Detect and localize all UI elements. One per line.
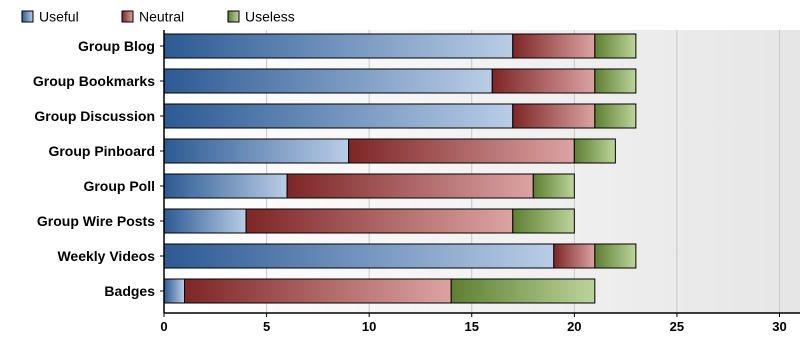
x-tick-label: 20 xyxy=(567,319,581,334)
x-tick-label: 25 xyxy=(670,319,684,334)
x-tick-label: 30 xyxy=(772,319,786,334)
legend-swatch-useful xyxy=(21,10,34,23)
bar-neutral-group-pinboard xyxy=(348,138,575,164)
bar-useless-badges xyxy=(450,278,596,304)
category-label: Weekly Videos xyxy=(57,248,155,264)
category-label: Group Wire Posts xyxy=(37,213,155,229)
bar-useful-group-poll xyxy=(163,173,288,199)
legend-label-useless: Useless xyxy=(245,9,295,25)
x-axis-tick-labels: 0 5 10 15 20 25 30 xyxy=(160,319,786,334)
bar-neutral-group-wire-posts xyxy=(245,208,514,234)
bar-neutral-group-blog xyxy=(512,33,596,59)
bar-useful-badges xyxy=(163,278,186,304)
bar-neutral-group-poll xyxy=(286,173,534,199)
category-labels: Group Blog Group Bookmarks Group Discussio… xyxy=(33,38,155,299)
bar-useless-group-bookmarks xyxy=(594,68,637,94)
category-label: Badges xyxy=(104,283,155,299)
x-tick-label: 5 xyxy=(263,319,270,334)
category-label: Group Bookmarks xyxy=(33,73,155,89)
bar-useless-group-pinboard xyxy=(573,138,616,164)
category-label: Group Poll xyxy=(83,178,155,194)
bar-neutral-group-bookmarks xyxy=(491,68,596,94)
bar-neutral-group-discussion xyxy=(512,103,596,129)
bar-useful-group-bookmarks xyxy=(163,68,493,94)
legend-swatch-neutral xyxy=(121,10,134,23)
legend: Useful Neutral Useless xyxy=(21,9,295,25)
legend-swatch-useless xyxy=(227,10,240,23)
bar-useless-group-discussion xyxy=(594,103,637,129)
bar-useless-weekly-videos xyxy=(594,243,637,269)
category-label: Group Discussion xyxy=(34,108,155,124)
x-tick-label: 0 xyxy=(160,319,167,334)
category-label: Group Blog xyxy=(78,38,155,54)
bar-useful-group-discussion xyxy=(163,103,514,129)
legend-label-neutral: Neutral xyxy=(139,9,184,25)
bar-useful-weekly-videos xyxy=(163,243,555,269)
bar-neutral-weekly-videos xyxy=(553,243,596,269)
axes xyxy=(160,30,800,317)
x-tick-label: 15 xyxy=(465,319,479,334)
bar-useless-group-wire-posts xyxy=(512,208,575,234)
bar-useless-group-blog xyxy=(594,33,637,59)
bar-series xyxy=(163,33,637,304)
category-label: Group Pinboard xyxy=(48,143,155,159)
bar-neutral-badges xyxy=(184,278,452,304)
bar-useful-group-wire-posts xyxy=(163,208,247,234)
x-tick-label: 10 xyxy=(362,319,376,334)
bar-useless-group-poll xyxy=(532,173,575,199)
bar-useful-group-pinboard xyxy=(163,138,350,164)
legend-label-useful: Useful xyxy=(39,9,79,25)
bar-useful-group-blog xyxy=(163,33,514,59)
